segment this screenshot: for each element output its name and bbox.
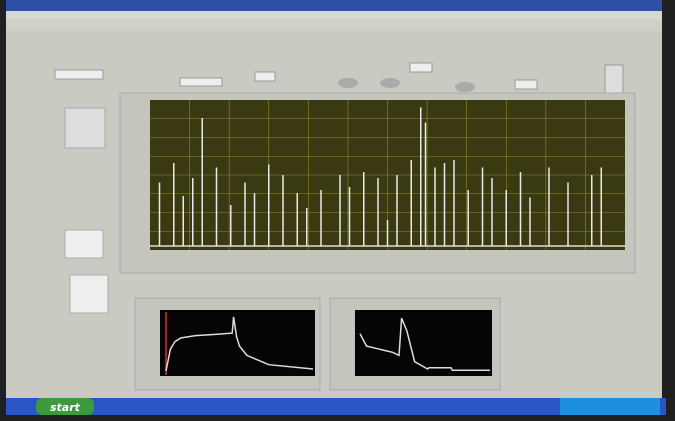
control[interactable] — [410, 63, 432, 72]
button[interactable] — [380, 78, 400, 88]
button[interactable] — [338, 78, 358, 88]
toolbar — [6, 19, 662, 31]
control[interactable] — [55, 70, 103, 79]
control[interactable] — [515, 80, 537, 89]
system-tray — [560, 398, 660, 415]
control-group — [65, 108, 105, 148]
control[interactable] — [255, 72, 275, 81]
button[interactable] — [455, 82, 475, 92]
control[interactable] — [65, 230, 103, 258]
start-label: start — [50, 401, 81, 414]
legend-box — [605, 65, 623, 95]
control[interactable] — [70, 275, 108, 313]
control[interactable] — [180, 78, 222, 86]
left-plot-area — [160, 310, 315, 376]
screen-photo: start — [0, 0, 675, 421]
title-bar — [6, 0, 662, 11]
menu-bar — [6, 11, 662, 19]
